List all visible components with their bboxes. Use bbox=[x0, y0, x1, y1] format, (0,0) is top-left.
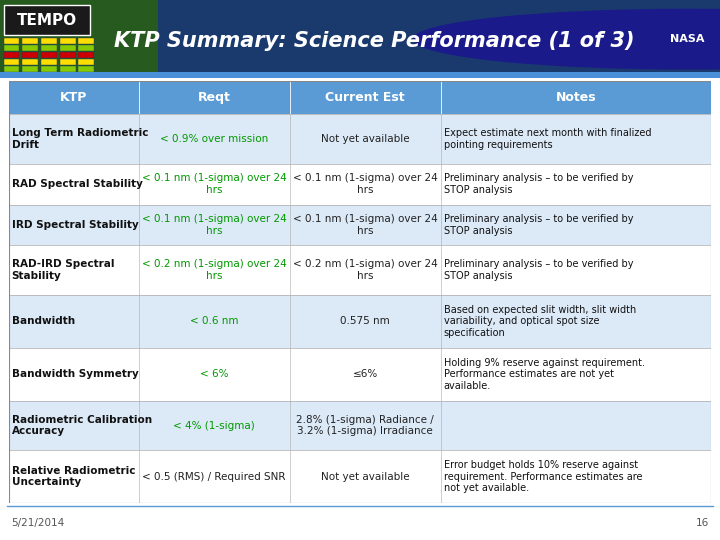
Text: Reqt: Reqt bbox=[198, 91, 230, 104]
Bar bbox=[41, 45, 57, 51]
Text: 16: 16 bbox=[696, 518, 709, 529]
Text: 2.8% (1-sigma) Radiance /
3.2% (1-sigma) Irradiance: 2.8% (1-sigma) Radiance / 3.2% (1-sigma)… bbox=[297, 415, 434, 436]
Text: RAD Spectral Stability: RAD Spectral Stability bbox=[12, 179, 143, 189]
Text: Current Est: Current Est bbox=[325, 91, 405, 104]
Text: < 0.9% over mission: < 0.9% over mission bbox=[160, 134, 269, 144]
Bar bbox=[60, 66, 76, 72]
Text: Holding 9% reserve against requirement.
Performance estimates are not yet
availa: Holding 9% reserve against requirement. … bbox=[444, 358, 644, 391]
Bar bbox=[60, 45, 76, 51]
Bar bbox=[78, 66, 94, 72]
Bar bbox=[41, 38, 57, 44]
Bar bbox=[78, 52, 94, 58]
Text: < 0.1 nm (1-sigma) over 24
hrs: < 0.1 nm (1-sigma) over 24 hrs bbox=[293, 214, 438, 236]
Text: < 0.5 (RMS) / Required SNR: < 0.5 (RMS) / Required SNR bbox=[143, 471, 286, 482]
Bar bbox=[41, 66, 57, 72]
Bar bbox=[4, 59, 19, 65]
Bar bbox=[0, 0, 158, 78]
Text: < 0.1 nm (1-sigma) over 24
hrs: < 0.1 nm (1-sigma) over 24 hrs bbox=[142, 214, 287, 236]
Circle shape bbox=[414, 9, 720, 69]
Text: KTP Summary: Science Performance (1 of 3): KTP Summary: Science Performance (1 of 3… bbox=[114, 31, 634, 51]
Bar bbox=[22, 52, 38, 58]
Bar bbox=[78, 59, 94, 65]
Text: Error budget holds 10% reserve against
requirement. Performance estimates are
no: Error budget holds 10% reserve against r… bbox=[444, 460, 642, 493]
Text: Radiometric Calibration
Accuracy: Radiometric Calibration Accuracy bbox=[12, 415, 152, 436]
Text: < 6%: < 6% bbox=[200, 369, 228, 380]
Bar bbox=[0, 72, 720, 78]
Text: Bandwidth: Bandwidth bbox=[12, 316, 75, 326]
Text: Preliminary analysis – to be verified by
STOP analysis: Preliminary analysis – to be verified by… bbox=[444, 214, 633, 236]
FancyBboxPatch shape bbox=[4, 5, 90, 35]
Text: Bandwidth Symmetry: Bandwidth Symmetry bbox=[12, 369, 138, 380]
Text: NASA: NASA bbox=[670, 34, 705, 44]
Bar bbox=[60, 59, 76, 65]
Bar bbox=[78, 38, 94, 44]
Text: < 0.1 nm (1-sigma) over 24
hrs: < 0.1 nm (1-sigma) over 24 hrs bbox=[142, 173, 287, 195]
Bar bbox=[41, 59, 57, 65]
Text: Expect estimate next month with finalized
pointing requirements: Expect estimate next month with finalize… bbox=[444, 128, 651, 150]
Bar bbox=[22, 38, 38, 44]
Bar bbox=[78, 45, 94, 51]
Text: Long Term Radiometric
Drift: Long Term Radiometric Drift bbox=[12, 128, 148, 150]
Text: < 0.2 nm (1-sigma) over 24
hrs: < 0.2 nm (1-sigma) over 24 hrs bbox=[293, 259, 438, 281]
Text: Based on expected slit width, slit width
variability, and optical spot size
spec: Based on expected slit width, slit width… bbox=[444, 305, 636, 338]
Text: ≤6%: ≤6% bbox=[353, 369, 378, 380]
Text: Notes: Notes bbox=[556, 91, 596, 104]
Bar bbox=[60, 52, 76, 58]
Text: KTP: KTP bbox=[60, 91, 87, 104]
Text: < 0.1 nm (1-sigma) over 24
hrs: < 0.1 nm (1-sigma) over 24 hrs bbox=[293, 173, 438, 195]
Bar bbox=[4, 38, 19, 44]
Bar bbox=[22, 59, 38, 65]
Text: Preliminary analysis – to be verified by
STOP analysis: Preliminary analysis – to be verified by… bbox=[444, 173, 633, 195]
Bar bbox=[60, 38, 76, 44]
Text: < 4% (1-sigma): < 4% (1-sigma) bbox=[174, 421, 255, 430]
Text: 0.575 nm: 0.575 nm bbox=[341, 316, 390, 326]
Text: 5/21/2014: 5/21/2014 bbox=[11, 518, 64, 529]
Text: Not yet available: Not yet available bbox=[321, 134, 410, 144]
Text: Relative Radiometric
Uncertainty: Relative Radiometric Uncertainty bbox=[12, 466, 135, 488]
Bar bbox=[4, 52, 19, 58]
Bar bbox=[4, 45, 19, 51]
Bar bbox=[4, 66, 19, 72]
Text: < 0.6 nm: < 0.6 nm bbox=[190, 316, 238, 326]
Text: Not yet available: Not yet available bbox=[321, 471, 410, 482]
Text: TEMPO: TEMPO bbox=[17, 13, 77, 28]
Bar bbox=[22, 45, 38, 51]
Bar bbox=[22, 66, 38, 72]
Text: < 0.2 nm (1-sigma) over 24
hrs: < 0.2 nm (1-sigma) over 24 hrs bbox=[142, 259, 287, 281]
Text: Preliminary analysis – to be verified by
STOP analysis: Preliminary analysis – to be verified by… bbox=[444, 259, 633, 281]
Text: IRD Spectral Stability: IRD Spectral Stability bbox=[12, 220, 138, 230]
Text: RAD-IRD Spectral
Stability: RAD-IRD Spectral Stability bbox=[12, 259, 114, 281]
Bar bbox=[41, 52, 57, 58]
